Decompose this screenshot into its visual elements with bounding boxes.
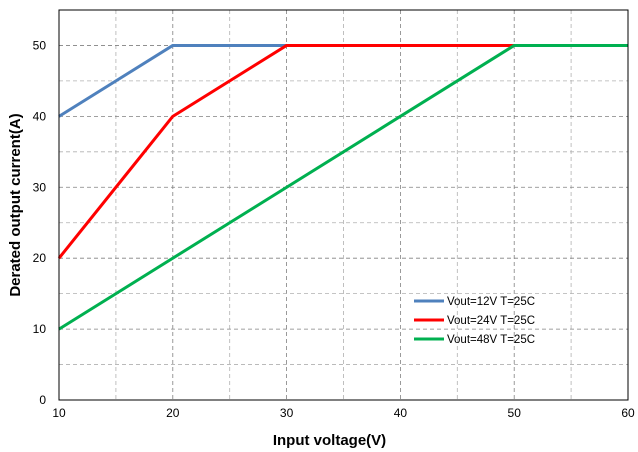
y-axis-title: Derated output current(A) <box>7 113 24 296</box>
x-axis-title: Input voltage(V) <box>273 432 386 449</box>
legend-label-2: Vout=24V T=25C <box>447 315 535 327</box>
x-tick-label: 60 <box>621 406 635 420</box>
y-tick-labels: 0 10 20 30 40 50 <box>33 38 47 407</box>
series-line-3 <box>58 43 628 331</box>
x-tick-label: 40 <box>394 406 408 420</box>
y-tick-label: 40 <box>33 109 47 123</box>
y-tick-label: 30 <box>33 180 47 194</box>
series-lines <box>57 43 628 331</box>
legend-label-1: Vout=12V T=25C <box>447 296 535 308</box>
grid <box>59 10 628 400</box>
y-tick-label: 0 <box>39 393 46 407</box>
y-tick-label: 50 <box>33 38 47 52</box>
series-line-2 <box>57 43 628 260</box>
legend: Vout=12V T=25C Vout=24V T=25C Vout=48V T=2… <box>414 296 535 346</box>
x-tick-label: 20 <box>166 406 180 420</box>
legend-label-3: Vout=48V T=25C <box>447 334 535 346</box>
y-tick-label: 10 <box>33 322 47 336</box>
y-tick-label: 20 <box>33 251 47 265</box>
plot-frame <box>58 9 629 401</box>
x-tick-label: 10 <box>52 406 66 420</box>
x-tick-label: 50 <box>508 406 522 420</box>
x-tick-label: 30 <box>280 406 294 420</box>
x-tick-labels: 10 20 30 40 50 60 <box>52 406 635 420</box>
